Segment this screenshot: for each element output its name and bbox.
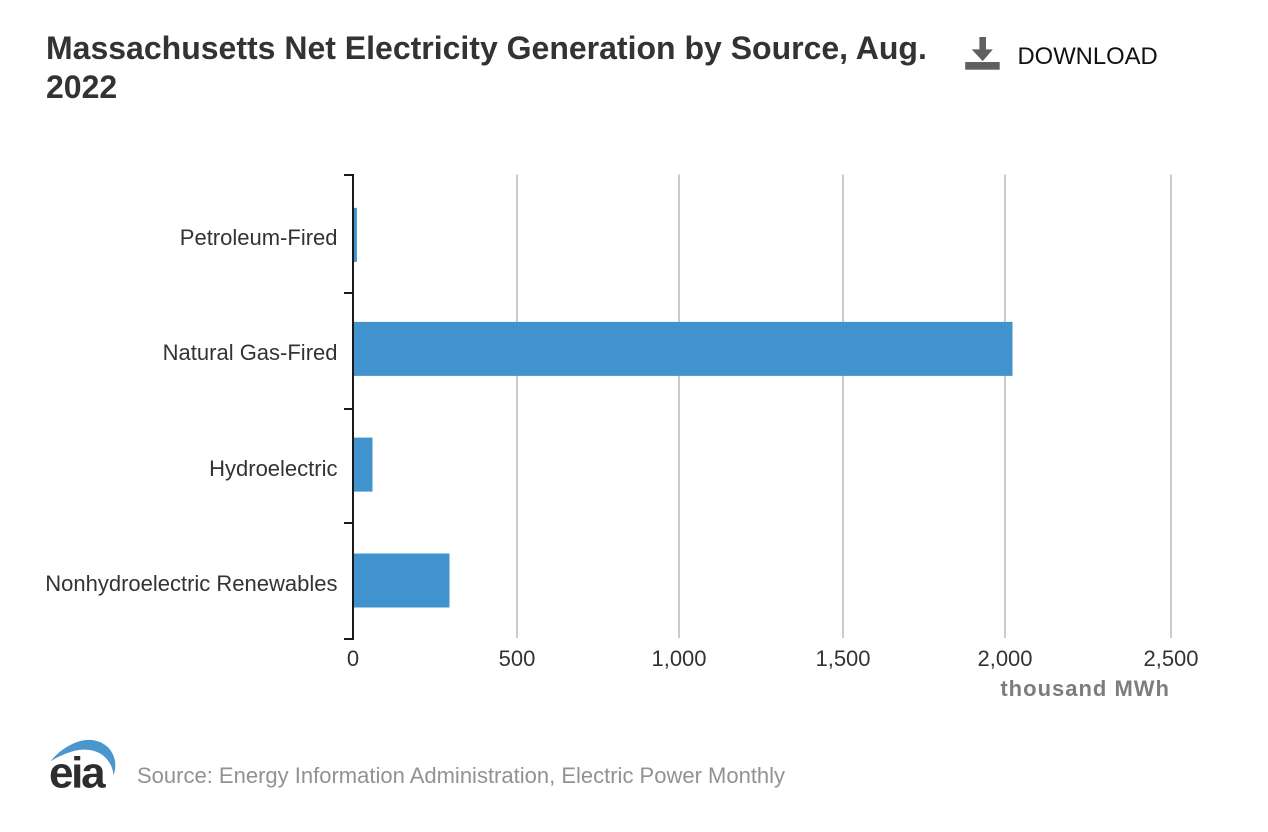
svg-text:eia: eia — [49, 749, 106, 798]
